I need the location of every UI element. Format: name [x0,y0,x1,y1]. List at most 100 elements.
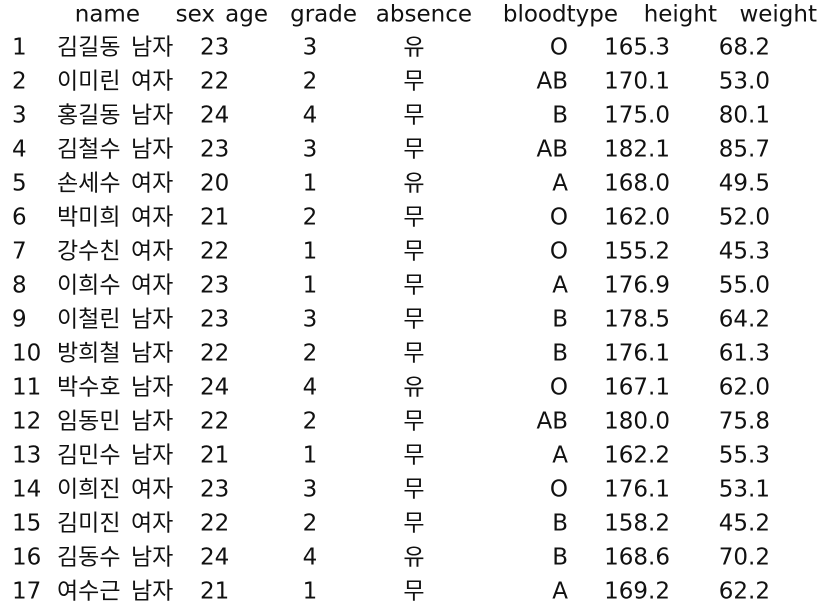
cell: 여자 [131,273,173,299]
cell: 168.0 [604,171,670,197]
cell: 유 [403,545,424,571]
column-header: weight [739,2,817,28]
cell: 여자 [131,477,173,503]
cell: AB [536,69,568,95]
cell: 남자 [131,307,173,333]
cell: 무 [403,511,424,537]
cell: 45.2 [719,511,770,537]
cell: 53.0 [719,69,770,95]
cell: 23 [200,273,229,299]
cell: 21 [200,443,229,469]
cell: 162.2 [604,443,670,469]
cell: 64.2 [719,307,770,333]
cell: O [550,375,568,401]
cell: 무 [403,477,424,503]
cell: 유 [403,375,424,401]
cell: 3 [303,35,318,61]
cell: 임동민 [57,409,120,435]
cell: 손세수 [57,171,120,197]
cell: 무 [403,307,424,333]
cell: 21 [200,579,229,605]
cell: 2 [303,409,318,435]
cell: 이미린 [57,69,120,95]
cell: AB [536,409,568,435]
cell: 1 [303,239,318,265]
cell: A [552,273,568,299]
cell: 4 [303,375,318,401]
cell: 여자 [131,239,173,265]
cell: 169.2 [604,579,670,605]
cell: 45.3 [719,239,770,265]
cell: 유 [403,171,424,197]
cell: 23 [200,137,229,163]
cell: 22 [200,341,229,367]
cell: 여자 [131,205,173,231]
cell: 1 [303,273,318,299]
cell: 23 [200,35,229,61]
cell: 165.3 [604,35,670,61]
row-name: 11 [12,375,41,401]
column-header: bloodtype [503,2,618,28]
cell: 무 [403,443,424,469]
row-name: 8 [12,273,27,299]
cell: 62.0 [719,375,770,401]
cell: 남자 [131,545,173,571]
cell: 168.6 [604,545,670,571]
cell: 이희진 [57,477,120,503]
cell: 여자 [131,511,173,537]
cell: 68.2 [719,35,770,61]
cell: 3 [303,137,318,163]
row-name: 7 [12,239,27,265]
row-name: 14 [12,477,41,503]
cell: 176.1 [604,477,670,503]
cell: 남자 [131,443,173,469]
cell: A [552,443,568,469]
cell: 175.0 [604,103,670,129]
cell: 2 [303,341,318,367]
column-header: grade [290,2,357,28]
cell: 2 [303,511,318,537]
row-name: 3 [12,103,27,129]
cell: B [552,103,568,129]
cell: 23 [200,477,229,503]
cell: 70.2 [719,545,770,571]
cell: 180.0 [604,409,670,435]
cell: 여자 [131,69,173,95]
cell: 여자 [131,171,173,197]
row-name: 12 [12,409,41,435]
cell: 53.1 [719,477,770,503]
cell: 남자 [131,35,173,61]
row-name: 5 [12,171,27,197]
cell: 155.2 [604,239,670,265]
cell: 61.3 [719,341,770,367]
cell: A [552,579,568,605]
column-header: height [644,2,717,28]
cell: B [552,511,568,537]
cell: 김민수 [57,443,120,469]
column-header: age [225,2,268,28]
cell: 무 [403,341,424,367]
cell: 강수친 [57,239,120,265]
cell: 23 [200,307,229,333]
cell: 2 [303,69,318,95]
cell: B [552,307,568,333]
row-name: 6 [12,205,27,231]
cell: 무 [403,273,424,299]
cell: 24 [200,545,229,571]
cell: 무 [403,579,424,605]
cell: 85.7 [719,137,770,163]
cell: 무 [403,205,424,231]
cell: 무 [403,409,424,435]
cell: 무 [403,103,424,129]
cell: 20 [200,171,229,197]
cell: 24 [200,375,229,401]
cell: O [550,477,568,503]
cell: 여수근 [57,579,120,605]
row-name: 13 [12,443,41,469]
cell: 4 [303,545,318,571]
cell: 유 [403,35,424,61]
cell: O [550,205,568,231]
cell: 62.2 [719,579,770,605]
cell: 1 [303,171,318,197]
